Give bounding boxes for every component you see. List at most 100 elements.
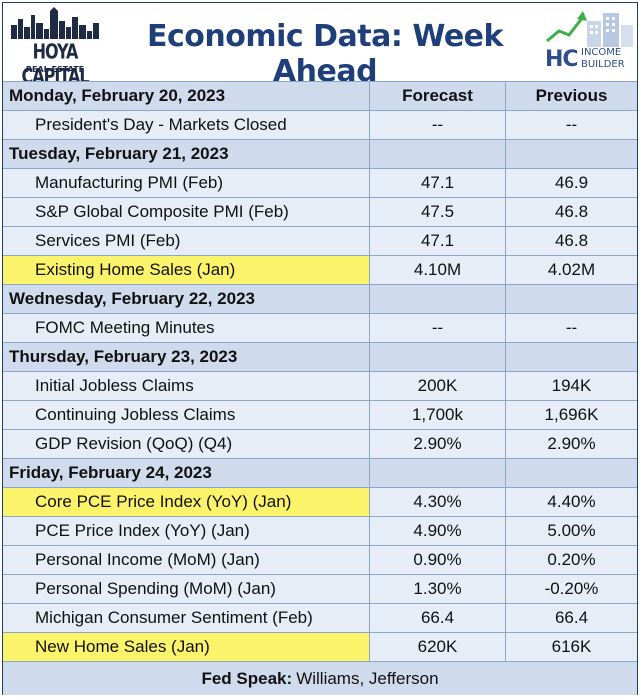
fed-speak-label: Fed Speak: (201, 668, 293, 688)
builder-line: BUILDER (581, 59, 625, 70)
indicator-name: Manufacturing PMI (Feb) (35, 173, 224, 192)
previous-value: -- (505, 111, 637, 139)
forecast-value: 2.90% (369, 430, 505, 458)
day-date: Monday, February 20, 2023 (9, 86, 226, 105)
indicator-row: Michigan Consumer Sentiment (Feb) 66.4 66.… (3, 603, 637, 632)
indicator-label-cell: GDP Revision (QoQ) (Q4) (3, 430, 369, 458)
forecast-value: 4.90% (369, 517, 505, 545)
indicator-label-cell: FOMC Meeting Minutes (3, 314, 369, 342)
indicator-label-cell: Core PCE Price Index (YoY) (Jan) (3, 488, 369, 516)
indicator-label-cell: Services PMI (Feb) (3, 227, 369, 255)
indicator-label-cell: President's Day - Markets Closed (3, 111, 369, 139)
indicator-row: Personal Income (MoM) (Jan) 0.90% 0.20% (3, 545, 637, 574)
hc-income-builder-logo: HC INCOME BUILDER (543, 7, 635, 79)
indicator-label-cell: PCE Price Index (YoY) (Jan) (3, 517, 369, 545)
previous-value: 4.02M (505, 256, 637, 284)
previous-value: 194K (505, 372, 637, 400)
forecast-value: 1,700k (369, 401, 505, 429)
previous-value: -0.20% (505, 575, 637, 603)
indicator-name: Services PMI (Feb) (35, 231, 181, 250)
indicator-name: S&P Global Composite PMI (Feb) (35, 202, 289, 221)
indicator-label-cell: Personal Income (MoM) (Jan) (3, 546, 369, 574)
previous-column-header: Previous (505, 82, 637, 110)
forecast-empty-cell (369, 343, 505, 371)
indicator-label-cell: S&P Global Composite PMI (Feb) (3, 198, 369, 226)
previous-value: 46.8 (505, 198, 637, 226)
indicator-name: Michigan Consumer Sentiment (Feb) (35, 608, 313, 627)
day-date: Tuesday, February 21, 2023 (9, 144, 229, 163)
indicator-row: Services PMI (Feb) 47.1 46.8 (3, 226, 637, 255)
previous-empty-cell (505, 285, 637, 313)
forecast-value: 47.5 (369, 198, 505, 226)
indicator-row: PCE Price Index (YoY) (Jan) 4.90% 5.00% (3, 516, 637, 545)
indicator-name: Continuing Jobless Claims (35, 405, 236, 424)
forecast-value: -- (369, 314, 505, 342)
forecast-value: 0.90% (369, 546, 505, 574)
day-date: Wednesday, February 22, 2023 (9, 289, 255, 308)
indicator-row: Continuing Jobless Claims 1,700k 1,696K (3, 400, 637, 429)
forecast-value: 620K (369, 633, 505, 661)
day-header-row: Monday, February 20, 2023 Forecast Previou… (3, 81, 637, 110)
indicator-row: Personal Spending (MoM) (Jan) 1.30% -0.20% (3, 574, 637, 603)
previous-value: 46.9 (505, 169, 637, 197)
indicator-label-cell: Continuing Jobless Claims (3, 401, 369, 429)
indicator-row: Manufacturing PMI (Feb) 47.1 46.9 (3, 168, 637, 197)
hoya-capital-logo: HOYA CAPITAL REAL ESTATE (9, 7, 101, 88)
header: HOYA CAPITAL REAL ESTATE Economic Data: … (3, 3, 637, 89)
forecast-value: 66.4 (369, 604, 505, 632)
forecast-empty-cell (369, 285, 505, 313)
previous-empty-cell (505, 140, 637, 168)
forecast-value: 200K (369, 372, 505, 400)
indicator-row: GDP Revision (QoQ) (Q4) 2.90% 2.90% (3, 429, 637, 458)
previous-value: -- (505, 314, 637, 342)
previous-value: 4.40% (505, 488, 637, 516)
day-date: Friday, February 24, 2023 (9, 463, 212, 482)
indicator-row: New Home Sales (Jan) 620K 616K (3, 632, 637, 661)
day-date: Thursday, February 23, 2023 (9, 347, 238, 366)
forecast-value: -- (369, 111, 505, 139)
indicator-label-cell: Initial Jobless Claims (3, 372, 369, 400)
day-header-row: Wednesday, February 22, 2023 (3, 284, 637, 313)
forecast-value: 47.1 (369, 227, 505, 255)
economic-calendar-table: Monday, February 20, 2023 Forecast Previou… (3, 81, 637, 661)
hoya-capital-subtitle: REAL ESTATE (25, 65, 85, 74)
previous-empty-cell (505, 343, 637, 371)
indicator-name: Personal Spending (MoM) (Jan) (35, 579, 276, 598)
forecast-empty-cell (369, 140, 505, 168)
income-builder-wordmark: INCOME BUILDER (581, 47, 625, 71)
fed-speak-speakers: Williams, Jefferson (296, 668, 439, 688)
previous-value: 46.8 (505, 227, 637, 255)
previous-value: 1,696K (505, 401, 637, 429)
previous-empty-cell (505, 459, 637, 487)
indicator-row: President's Day - Markets Closed -- -- (3, 110, 637, 139)
page-title: Economic Data: Week Ahead (147, 19, 503, 89)
indicator-name: PCE Price Index (YoY) (Jan) (35, 521, 250, 540)
indicator-row: Existing Home Sales (Jan) 4.10M 4.02M (3, 255, 637, 284)
indicator-label-cell: Existing Home Sales (Jan) (3, 256, 369, 284)
income-line: INCOME (581, 47, 622, 58)
day-header-row: Tuesday, February 21, 2023 (3, 139, 637, 168)
indicator-label-cell: Personal Spending (MoM) (Jan) (3, 575, 369, 603)
previous-value: 66.4 (505, 604, 637, 632)
indicator-name: Existing Home Sales (Jan) (35, 260, 236, 279)
indicator-name: New Home Sales (Jan) (35, 637, 210, 656)
forecast-empty-cell (369, 459, 505, 487)
fed-speak-footer: Fed Speak: Williams, Jefferson (3, 661, 637, 695)
forecast-value: 47.1 (369, 169, 505, 197)
indicator-name: Personal Income (MoM) (Jan) (35, 550, 260, 569)
day-header-row: Thursday, February 23, 2023 (3, 342, 637, 371)
skyline-icon (11, 7, 99, 39)
indicator-row: FOMC Meeting Minutes -- -- (3, 313, 637, 342)
building-chart-icon (546, 11, 633, 47)
indicator-row: Initial Jobless Claims 200K 194K (3, 371, 637, 400)
previous-value: 616K (505, 633, 637, 661)
previous-value: 5.00% (505, 517, 637, 545)
previous-value: 0.20% (505, 546, 637, 574)
previous-value: 2.90% (505, 430, 637, 458)
indicator-row: Core PCE Price Index (YoY) (Jan) 4.30% 4.4… (3, 487, 637, 516)
day-header-row: Friday, February 24, 2023 (3, 458, 637, 487)
forecast-value: 4.10M (369, 256, 505, 284)
indicator-name: Core PCE Price Index (YoY) (Jan) (35, 492, 292, 511)
indicator-name: President's Day - Markets Closed (35, 115, 287, 134)
